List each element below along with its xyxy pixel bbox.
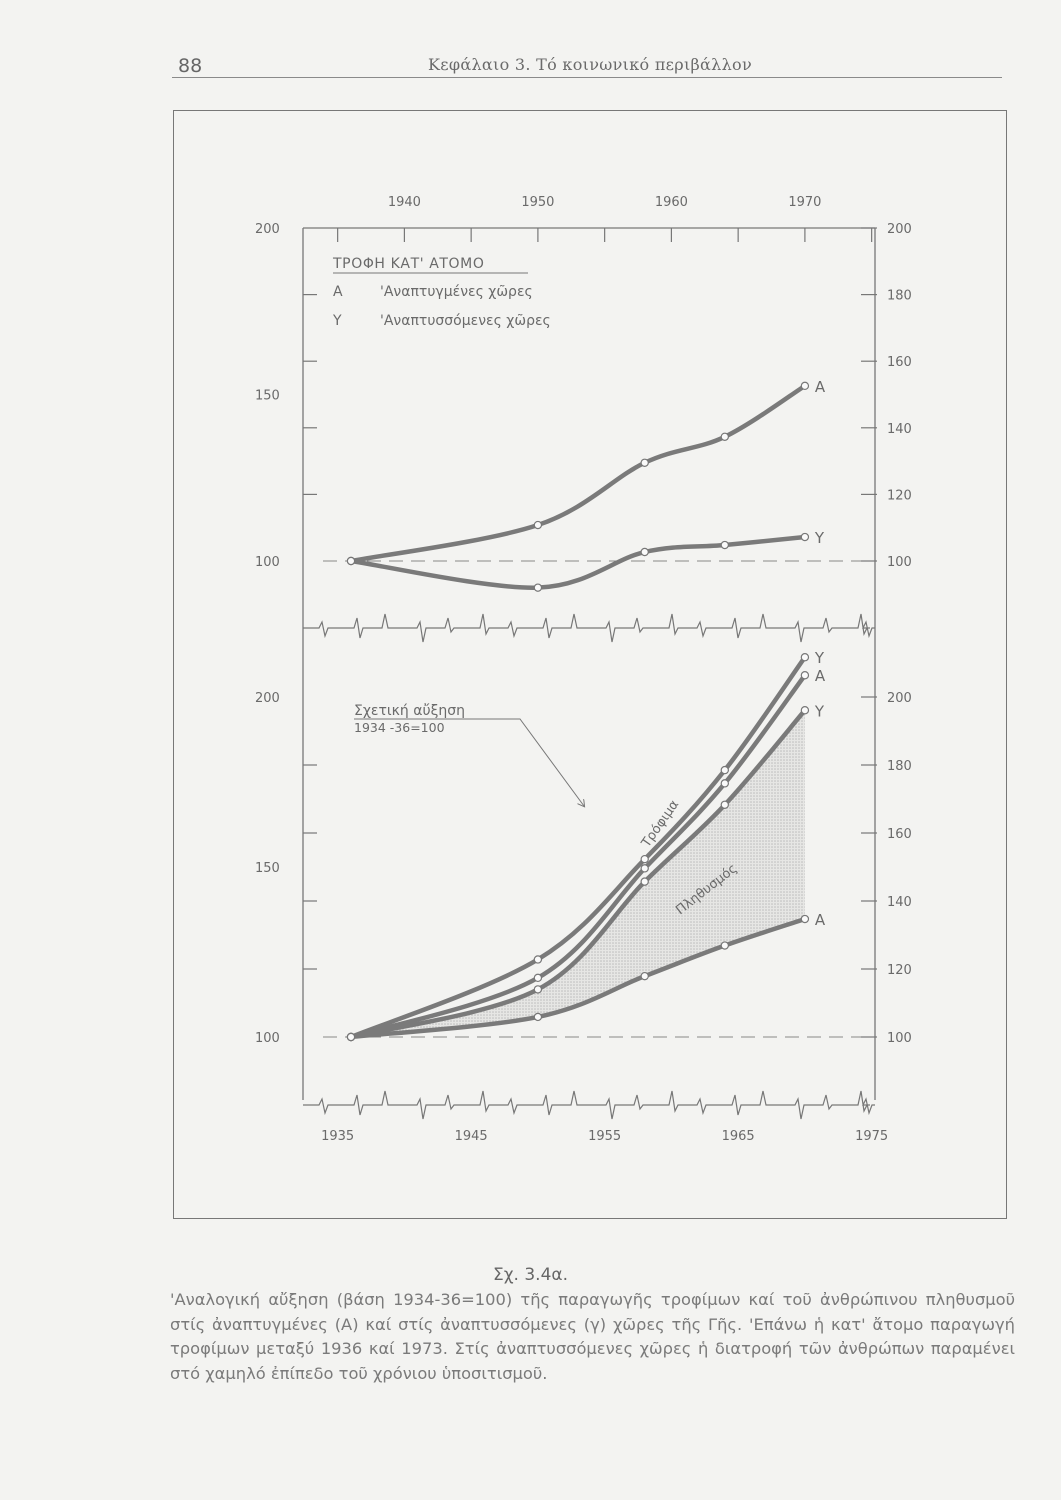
chart1-series-1-point: [640, 458, 649, 467]
axis-break-mark: [303, 613, 875, 643]
chart2-series-food-1-end-label: Υ: [814, 649, 825, 667]
chart2-x-tick-label: 1945: [455, 1129, 488, 1144]
chart1-series-1-point: [800, 381, 810, 391]
chart2-series-food-1-line: [348, 654, 808, 1040]
chart2-series-population-4-end-label: Α: [815, 911, 826, 929]
annotation-title: Σχετική αὔξηση: [354, 703, 465, 719]
chart1-x-tick-label: 1960: [655, 195, 688, 210]
figure-label: Σχ. 3.4α.: [492, 1265, 568, 1285]
chart2-series-food-2-point: [800, 671, 810, 680]
chart1-x-tick-label: 1970: [788, 195, 821, 210]
chart2-series-food-1-point: [720, 765, 730, 775]
chart1-series-1-line: [348, 383, 808, 564]
chart2-series-population-4-point: [346, 1032, 356, 1042]
chart1-series-2-point: [720, 540, 730, 550]
chart1-series-1-point: [720, 432, 730, 441]
chart1-series-2-line: [348, 534, 808, 590]
chart1-right-tick-label: 100: [887, 555, 912, 570]
chart2-left-tick-label: 150: [255, 861, 280, 876]
chart2-right-tick-label: 120: [887, 963, 912, 978]
axis-break-mark: [303, 1090, 875, 1120]
legend-key-y: Υ: [332, 313, 342, 329]
chart1-series-2-point: [800, 532, 810, 542]
chart2-series-population-3-end-label: Υ: [814, 702, 825, 720]
annotation-arrow: [354, 718, 584, 806]
chart1-x-tick-label: 1950: [521, 195, 554, 210]
chart2-series-population-4-line: [348, 916, 808, 1040]
chart1-left-tick-label: 150: [255, 389, 280, 404]
page-number: 88: [178, 55, 203, 77]
chart2-series-population-4-point: [533, 1012, 543, 1022]
chart1-right-tick-label: 140: [887, 422, 912, 437]
chart2-right-tick-label: 140: [887, 895, 912, 910]
chart1-series-1-point: [533, 520, 543, 530]
chart2-series-population-3-point: [640, 877, 649, 886]
chart1-series-2-point: [346, 556, 356, 566]
chart2-right-tick-label: 200: [887, 691, 912, 706]
chart2-x-tick-label: 1955: [588, 1129, 621, 1144]
chart1-series-1-end-label: Α: [815, 378, 826, 396]
chart1-series-2-end-label: Υ: [814, 529, 825, 547]
legend-label-y: 'Αναπτυσσόμενες χῶρες: [380, 313, 551, 329]
chart2-series-population-3-point: [720, 800, 730, 809]
chart1-right-tick-label: 180: [887, 289, 912, 304]
legend-label-a: 'Αναπτυγμένες χῶρες: [380, 284, 533, 300]
chart2-right-tick-label: 100: [887, 1031, 912, 1046]
chart2-right-tick-label: 180: [887, 759, 912, 774]
chart1-right-tick-label: 120: [887, 488, 912, 503]
running-head: Κεφάλαιο 3. Τό κοινωνικό περιβάλλον: [428, 55, 753, 74]
chart1-series-2-point: [640, 547, 649, 557]
chart2-series-population-3-point: [533, 985, 543, 994]
legend-key-a: Α: [333, 284, 343, 300]
figure-frame: [173, 110, 1007, 1219]
chart2-series-population-4-point: [800, 914, 810, 924]
chart2-series-food-2-point: [533, 973, 543, 983]
chart1-x-tick-label: 1940: [388, 195, 421, 210]
chart1-left-tick-label: 100: [255, 555, 280, 570]
chart2-x-tick-label: 1935: [321, 1129, 354, 1144]
chart1-right-tick-label: 200: [887, 222, 912, 237]
chart2-right-tick-label: 160: [887, 827, 912, 842]
chart1-left-tick-label: 200: [255, 222, 280, 237]
chart2-series-population-3-point: [800, 706, 810, 715]
chart2-series-food-1-point: [533, 955, 543, 964]
chart2-left-tick-label: 200: [255, 691, 280, 706]
chart2-series-food-2-point: [640, 864, 649, 873]
annotation-subtitle: 1934 -36=100: [354, 720, 445, 735]
chart1-series-2-point: [533, 583, 543, 592]
chart2-series-food-2-line: [348, 672, 808, 1040]
legend-title: ΤΡΟΦΗ ΚΑΤ' ΑΤΟΜΟ: [332, 256, 484, 272]
chart2-series-food-2-end-label: Α: [815, 667, 826, 685]
population-gap-shading: [351, 710, 805, 1037]
header-rule: [172, 77, 1002, 78]
chart2-left-tick-label: 100: [255, 1031, 280, 1046]
chart2-series-food-1-point: [800, 653, 810, 662]
chart2-series-population-3-line: [348, 708, 808, 1040]
chart2-x-tick-label: 1965: [722, 1129, 755, 1144]
chart2-series-population-4-point: [720, 941, 730, 950]
chart2-x-tick-label: 1975: [855, 1129, 888, 1144]
chart2-series-food-2-point: [720, 779, 730, 788]
figure-caption: 'Αναλογική αὔξηση (βάση 1934-36=100) τῆς…: [170, 1290, 1015, 1383]
chart1-right-tick-label: 160: [887, 355, 912, 370]
chart2-series-population-4-point: [640, 971, 649, 981]
chart2-series-food-1-point: [640, 854, 649, 864]
